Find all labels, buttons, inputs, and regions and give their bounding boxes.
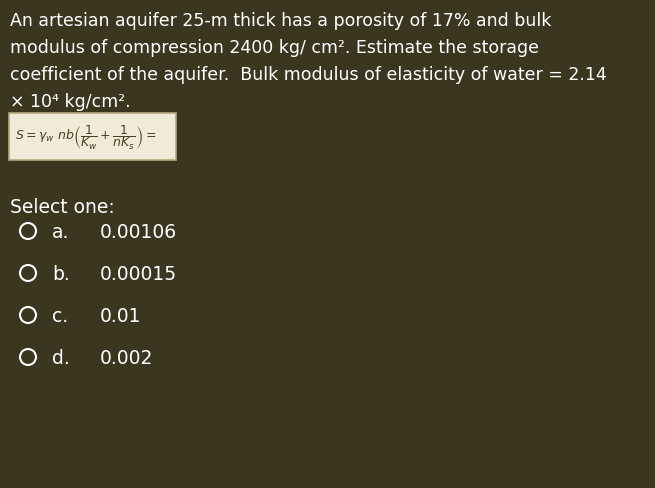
Text: coefficient of the aquifer.  Bulk modulus of elasticity of water = 2.14: coefficient of the aquifer. Bulk modulus…	[10, 66, 607, 84]
Text: c.: c.	[52, 306, 68, 325]
Text: modulus of compression 2400 kg/ cm². Estimate the storage: modulus of compression 2400 kg/ cm². Est…	[10, 39, 539, 57]
Text: b.: b.	[52, 264, 69, 283]
Text: d.: d.	[52, 348, 69, 367]
Text: 0.00106: 0.00106	[100, 222, 177, 241]
FancyBboxPatch shape	[9, 114, 176, 161]
Text: 0.01: 0.01	[100, 306, 141, 325]
Text: 0.002: 0.002	[100, 348, 153, 367]
Text: × 10⁴ kg/cm².: × 10⁴ kg/cm².	[10, 93, 130, 111]
Text: An artesian aquifer 25-m thick has a porosity of 17% and bulk: An artesian aquifer 25-m thick has a por…	[10, 12, 552, 30]
Text: $S = \gamma_w\ nb\left(\dfrac{1}{K_w} + \dfrac{1}{nK_s}\right) =$: $S = \gamma_w\ nb\left(\dfrac{1}{K_w} + …	[15, 123, 157, 151]
Text: a.: a.	[52, 222, 69, 241]
Text: 0.00015: 0.00015	[100, 264, 177, 283]
Text: Select one:: Select one:	[10, 198, 115, 217]
